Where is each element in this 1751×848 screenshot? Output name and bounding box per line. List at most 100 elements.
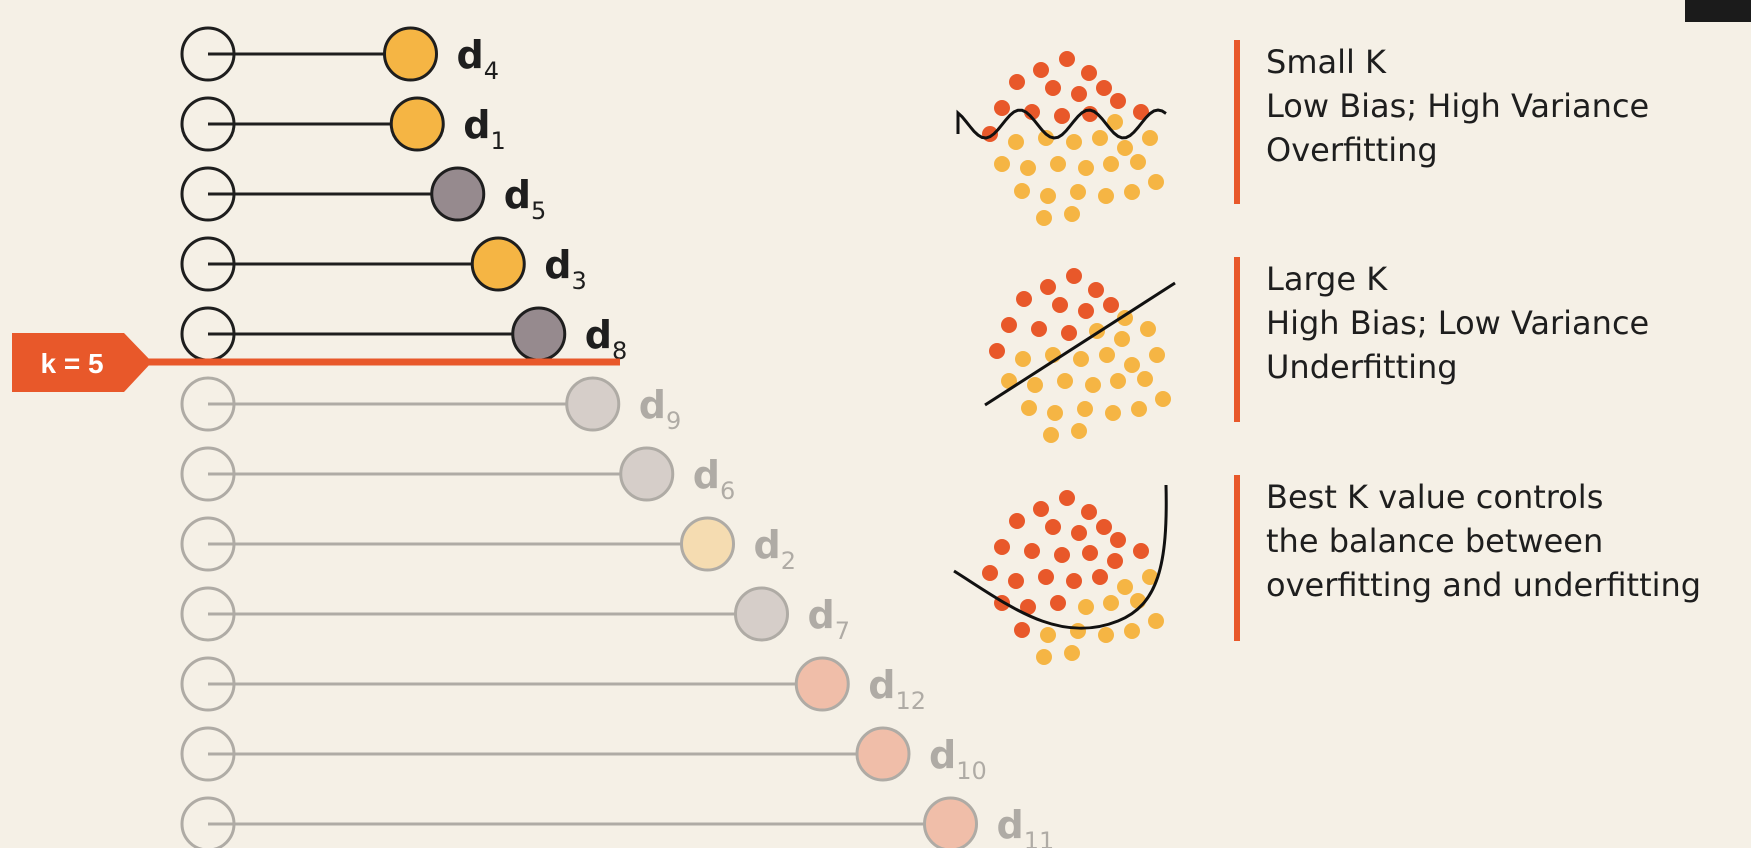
orange-point bbox=[1142, 130, 1158, 146]
red-point bbox=[1082, 545, 1098, 561]
neighbor-label-subscript: 1 bbox=[490, 127, 505, 155]
neighbor-label-subscript: 5 bbox=[531, 197, 546, 225]
orange-point bbox=[1137, 371, 1153, 387]
decision-boundary-illustrations bbox=[953, 51, 1176, 665]
orange-point bbox=[1099, 347, 1115, 363]
neighbor-label-subscript: 2 bbox=[781, 547, 796, 575]
red-point bbox=[1008, 573, 1024, 589]
query-point bbox=[180, 446, 236, 502]
neighbor-label-d6: d6 bbox=[693, 453, 735, 505]
neighbor-label-name: d bbox=[463, 103, 490, 147]
orange-point bbox=[1036, 649, 1052, 665]
large-k-title: Large K bbox=[1266, 260, 1388, 298]
orange-point bbox=[1130, 154, 1146, 170]
red-point bbox=[1045, 519, 1061, 535]
best-k-section: Best K value controls the balance betwee… bbox=[1234, 475, 1734, 641]
query-point bbox=[180, 726, 236, 782]
neighbor-point-d6 bbox=[619, 446, 675, 502]
orange-point bbox=[1117, 140, 1133, 156]
orange-point bbox=[1142, 569, 1158, 585]
orange-point bbox=[1077, 401, 1093, 417]
neighbor-point-d3 bbox=[470, 236, 526, 292]
orange-point bbox=[1021, 400, 1037, 416]
neighbor-row-d8: d8 bbox=[180, 306, 627, 365]
neighbor-row-d9: d9 bbox=[180, 376, 681, 435]
red-point bbox=[1031, 321, 1047, 337]
orange-point bbox=[1131, 401, 1147, 417]
red-point bbox=[1040, 279, 1056, 295]
small-k-fit: Overfitting bbox=[1266, 131, 1438, 169]
neighbor-point-d9 bbox=[565, 376, 621, 432]
neighbor-label-name: d bbox=[693, 453, 720, 497]
neighbor-label-subscript: 3 bbox=[571, 267, 586, 295]
orange-point bbox=[1092, 130, 1108, 146]
neighbor-row-d11: d11 bbox=[180, 796, 1055, 848]
orange-point bbox=[1070, 184, 1086, 200]
small-k-title: Small K bbox=[1266, 43, 1387, 81]
orange-point bbox=[994, 156, 1010, 172]
large-k-fit: Underfitting bbox=[1266, 348, 1458, 386]
neighbor-label-name: d bbox=[997, 803, 1024, 847]
neighbor-label-subscript: 7 bbox=[835, 617, 850, 645]
small-k-section: Small K Low Bias; High Variance Overfitt… bbox=[1234, 40, 1734, 204]
k-cutoff-marker: k = 5 bbox=[12, 333, 620, 392]
best-k-cluster bbox=[953, 484, 1168, 665]
red-point bbox=[1110, 93, 1126, 109]
neighbor-label-d12: d12 bbox=[868, 663, 926, 715]
orange-point bbox=[1043, 427, 1059, 443]
orange-point bbox=[1040, 188, 1056, 204]
orange-point bbox=[1148, 613, 1164, 629]
query-point bbox=[180, 376, 236, 432]
decision-boundary bbox=[953, 484, 1168, 630]
neighbor-label-d1: d1 bbox=[463, 103, 505, 155]
neighbor-label-name: d bbox=[639, 383, 666, 427]
orange-point bbox=[1114, 331, 1130, 347]
neighbor-row-d4: d4 bbox=[180, 26, 499, 85]
query-point bbox=[180, 236, 236, 292]
red-point bbox=[1054, 108, 1070, 124]
neighbor-label-subscript: 4 bbox=[484, 57, 499, 85]
red-point bbox=[1096, 80, 1112, 96]
orange-point bbox=[1148, 174, 1164, 190]
orange-point bbox=[1124, 357, 1140, 373]
orange-point bbox=[1014, 183, 1030, 199]
neighbor-label-subscript: 6 bbox=[720, 477, 735, 505]
neighbor-row-d1: d1 bbox=[180, 96, 506, 155]
orange-point bbox=[1027, 377, 1043, 393]
orange-point bbox=[1124, 184, 1140, 200]
neighbor-label-name: d bbox=[504, 173, 531, 217]
orange-point bbox=[1107, 114, 1123, 130]
neighbor-label-subscript: 11 bbox=[1024, 827, 1055, 848]
red-point bbox=[1081, 65, 1097, 81]
orange-point bbox=[1149, 347, 1165, 363]
neighbor-row-d10: d10 bbox=[180, 726, 987, 785]
orange-point bbox=[1050, 156, 1066, 172]
red-point bbox=[994, 100, 1010, 116]
orange-point bbox=[1040, 627, 1056, 643]
red-point bbox=[1066, 573, 1082, 589]
red-point bbox=[1014, 622, 1030, 638]
red-point bbox=[1078, 303, 1094, 319]
neighbor-point-d4 bbox=[383, 26, 438, 82]
orange-point bbox=[1085, 377, 1101, 393]
red-point bbox=[1033, 62, 1049, 78]
orange-point bbox=[1036, 210, 1052, 226]
red-point bbox=[1009, 513, 1025, 529]
neighbor-label-subscript: 12 bbox=[895, 687, 926, 715]
best-k-line-2: the balance between bbox=[1266, 522, 1604, 560]
orange-point bbox=[1078, 599, 1094, 615]
neighbor-label-d4: d4 bbox=[457, 33, 499, 85]
red-point bbox=[1066, 268, 1082, 284]
orange-point bbox=[1078, 160, 1094, 176]
red-point bbox=[1059, 51, 1075, 67]
orange-point bbox=[1071, 423, 1087, 439]
best-k-line-3: overfitting and underfitting bbox=[1266, 566, 1702, 604]
small-k-bias-variance: Low Bias; High Variance bbox=[1266, 87, 1650, 125]
red-point bbox=[1033, 501, 1049, 517]
red-point bbox=[1061, 325, 1077, 341]
orange-point bbox=[1103, 156, 1119, 172]
neighbor-point-d8 bbox=[511, 306, 567, 362]
orange-point bbox=[1155, 391, 1171, 407]
query-point bbox=[180, 516, 236, 572]
